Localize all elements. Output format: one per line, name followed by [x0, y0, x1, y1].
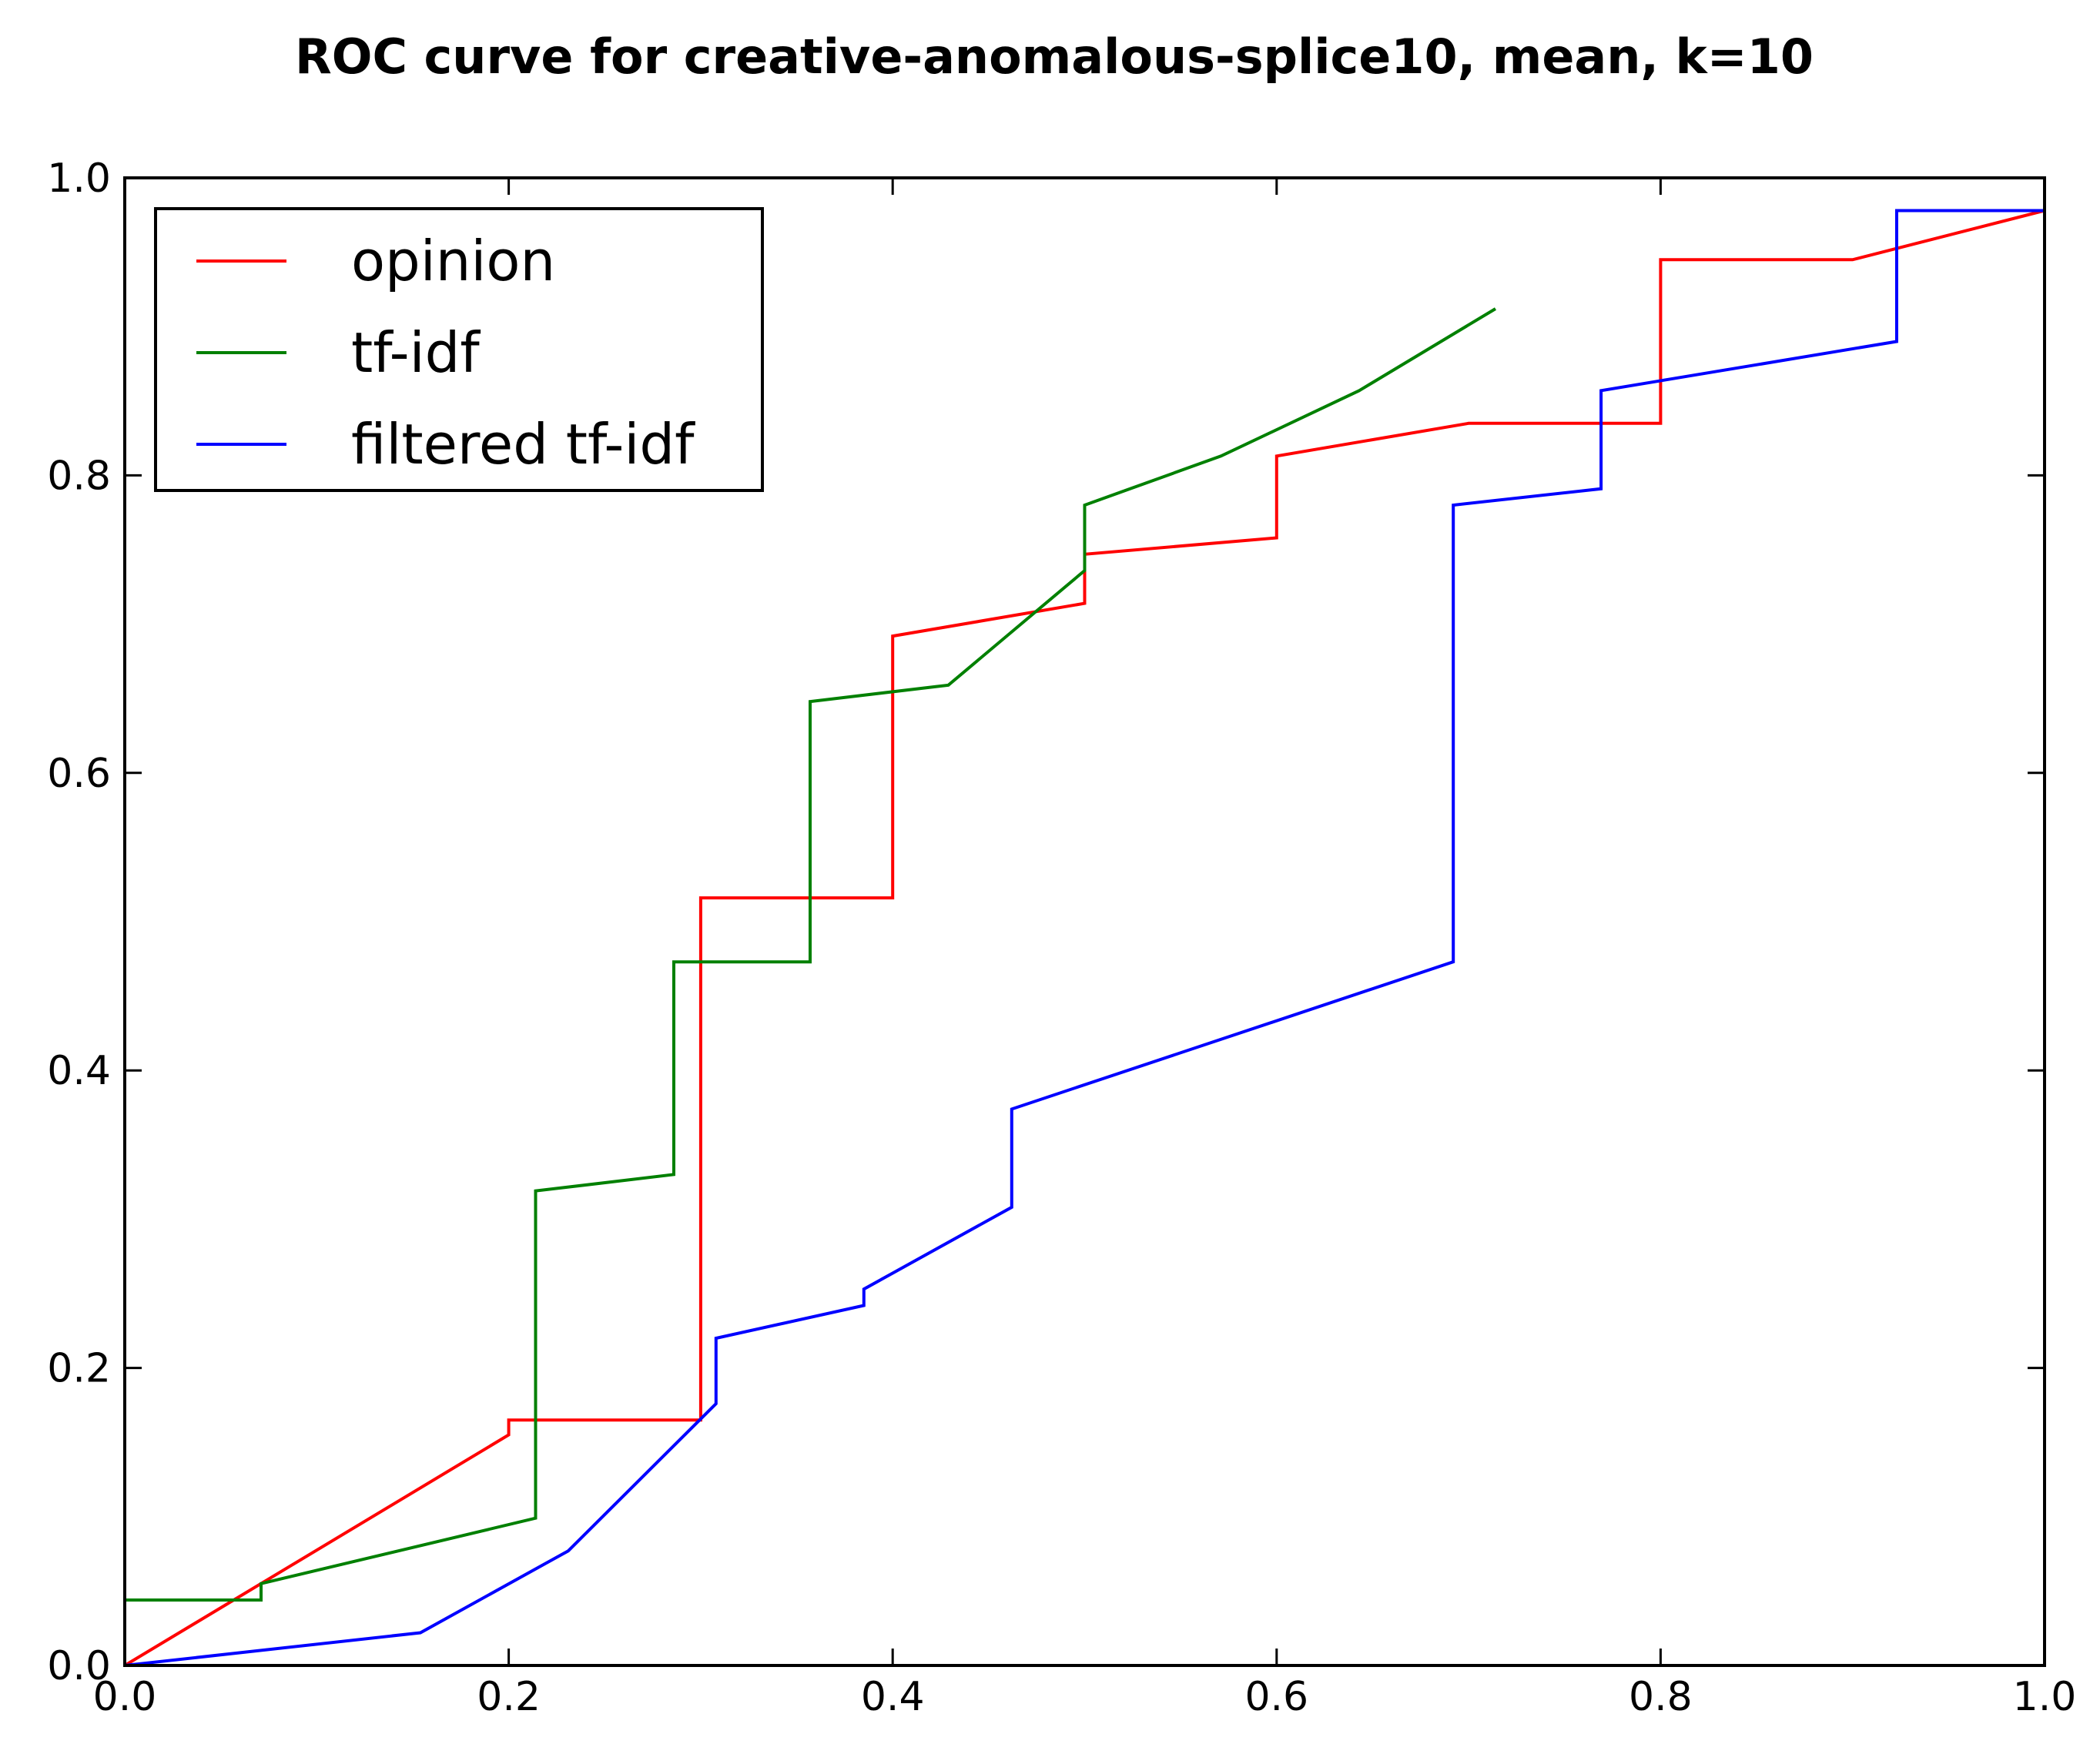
- y-tick-label: 0.2: [47, 1346, 111, 1392]
- y-tick-label: 0.0: [47, 1643, 111, 1689]
- chart-title: ROC curve for creative-anomalous-splice1…: [295, 28, 1814, 85]
- ticks-layer: 0.0 0.2 0.4 0.6 0.8 1.0 0.0 0.2 0.4 0.6 0.8 1.0: [47, 156, 2076, 1720]
- y-tick-label: 0.4: [47, 1048, 111, 1094]
- x-tick-label: 0.4: [861, 1674, 925, 1720]
- legend-label: filtered tf-idf: [351, 412, 695, 477]
- y-tick-label: 0.8: [47, 453, 111, 499]
- series-line-tf-idf: [125, 307, 1497, 1602]
- x-tick-label: 1.0: [2013, 1674, 2077, 1720]
- x-tick-label: 0.0: [93, 1674, 157, 1720]
- x-tick-label: 0.2: [477, 1674, 541, 1720]
- legend-label: opinion: [351, 229, 555, 293]
- series-line-opinion: [123, 209, 2045, 1667]
- plot-frame: [123, 176, 2046, 1667]
- y-tick-label: 1.0: [47, 156, 111, 202]
- y-tick-label: 0.6: [47, 751, 111, 797]
- legend-label: tf-idf: [351, 320, 481, 385]
- x-tick-label: 0.6: [1244, 1674, 1308, 1720]
- x-tick-label: 0.8: [1629, 1674, 1693, 1720]
- series-line-filtered-tf-idf: [124, 209, 2045, 1667]
- series-layer: [123, 209, 2045, 1667]
- legend: opinion tf-idf filtered tf-idf: [154, 207, 764, 492]
